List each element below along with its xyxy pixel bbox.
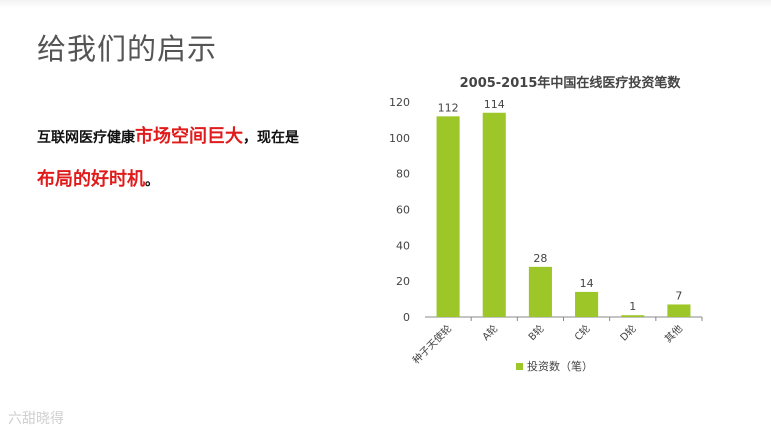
bar-value-label: 112: [438, 101, 459, 114]
y-tick-label: 60: [396, 204, 410, 217]
slide-title: 给我们的启示: [37, 32, 218, 66]
bar-chart: 0 20 40 60 80 100 120 112 种子天使轮 114 A轮 28 B轮 14 C轮 1 D轮 7…: [389, 96, 703, 373]
bar: [436, 116, 460, 317]
insight-part-1: 互联网医疗健康: [37, 130, 135, 146]
x-category-label: A轮: [479, 322, 500, 343]
insight-highlight-1: 市场空间巨大: [135, 126, 243, 147]
insight-part-3: 。: [145, 173, 159, 189]
legend-swatch: [516, 363, 523, 370]
bar-value-label: 14: [580, 277, 594, 290]
y-tick-label: 0: [403, 311, 410, 324]
bar-value-label: 7: [675, 289, 682, 302]
chart-title: 2005-2015年中国在线医疗投资笔数: [459, 76, 681, 91]
insight-part-2: ，现在是: [243, 130, 299, 146]
bar: [621, 315, 645, 317]
legend-label: 投资数（笔）: [527, 359, 593, 373]
y-tick-label: 120: [389, 96, 410, 109]
top-band: [0, 0, 771, 8]
insight-text: 互联网医疗健康市场空间巨大，现在是布局的好时机。: [37, 116, 367, 202]
insight-highlight-2: 布局的好时机: [37, 169, 145, 190]
bar: [482, 112, 506, 317]
bar: [575, 291, 599, 317]
y-tick-label: 20: [396, 275, 410, 288]
x-category-label: B轮: [525, 322, 546, 343]
x-category-label: 种子天使轮: [410, 322, 455, 367]
bar: [667, 304, 691, 317]
x-category-label: C轮: [572, 322, 593, 343]
x-category-label: 其他: [662, 322, 685, 345]
bar-value-label: 114: [484, 98, 505, 111]
y-tick-label: 80: [396, 168, 410, 181]
bar: [528, 266, 552, 317]
y-tick-label: 40: [396, 239, 410, 252]
watermark-logo: 六甜晓得: [8, 411, 64, 427]
bar-value-label: 28: [533, 252, 547, 265]
x-category-label: D轮: [617, 322, 639, 344]
bar-value-label: 1: [629, 300, 636, 313]
y-tick-label: 100: [389, 132, 410, 145]
